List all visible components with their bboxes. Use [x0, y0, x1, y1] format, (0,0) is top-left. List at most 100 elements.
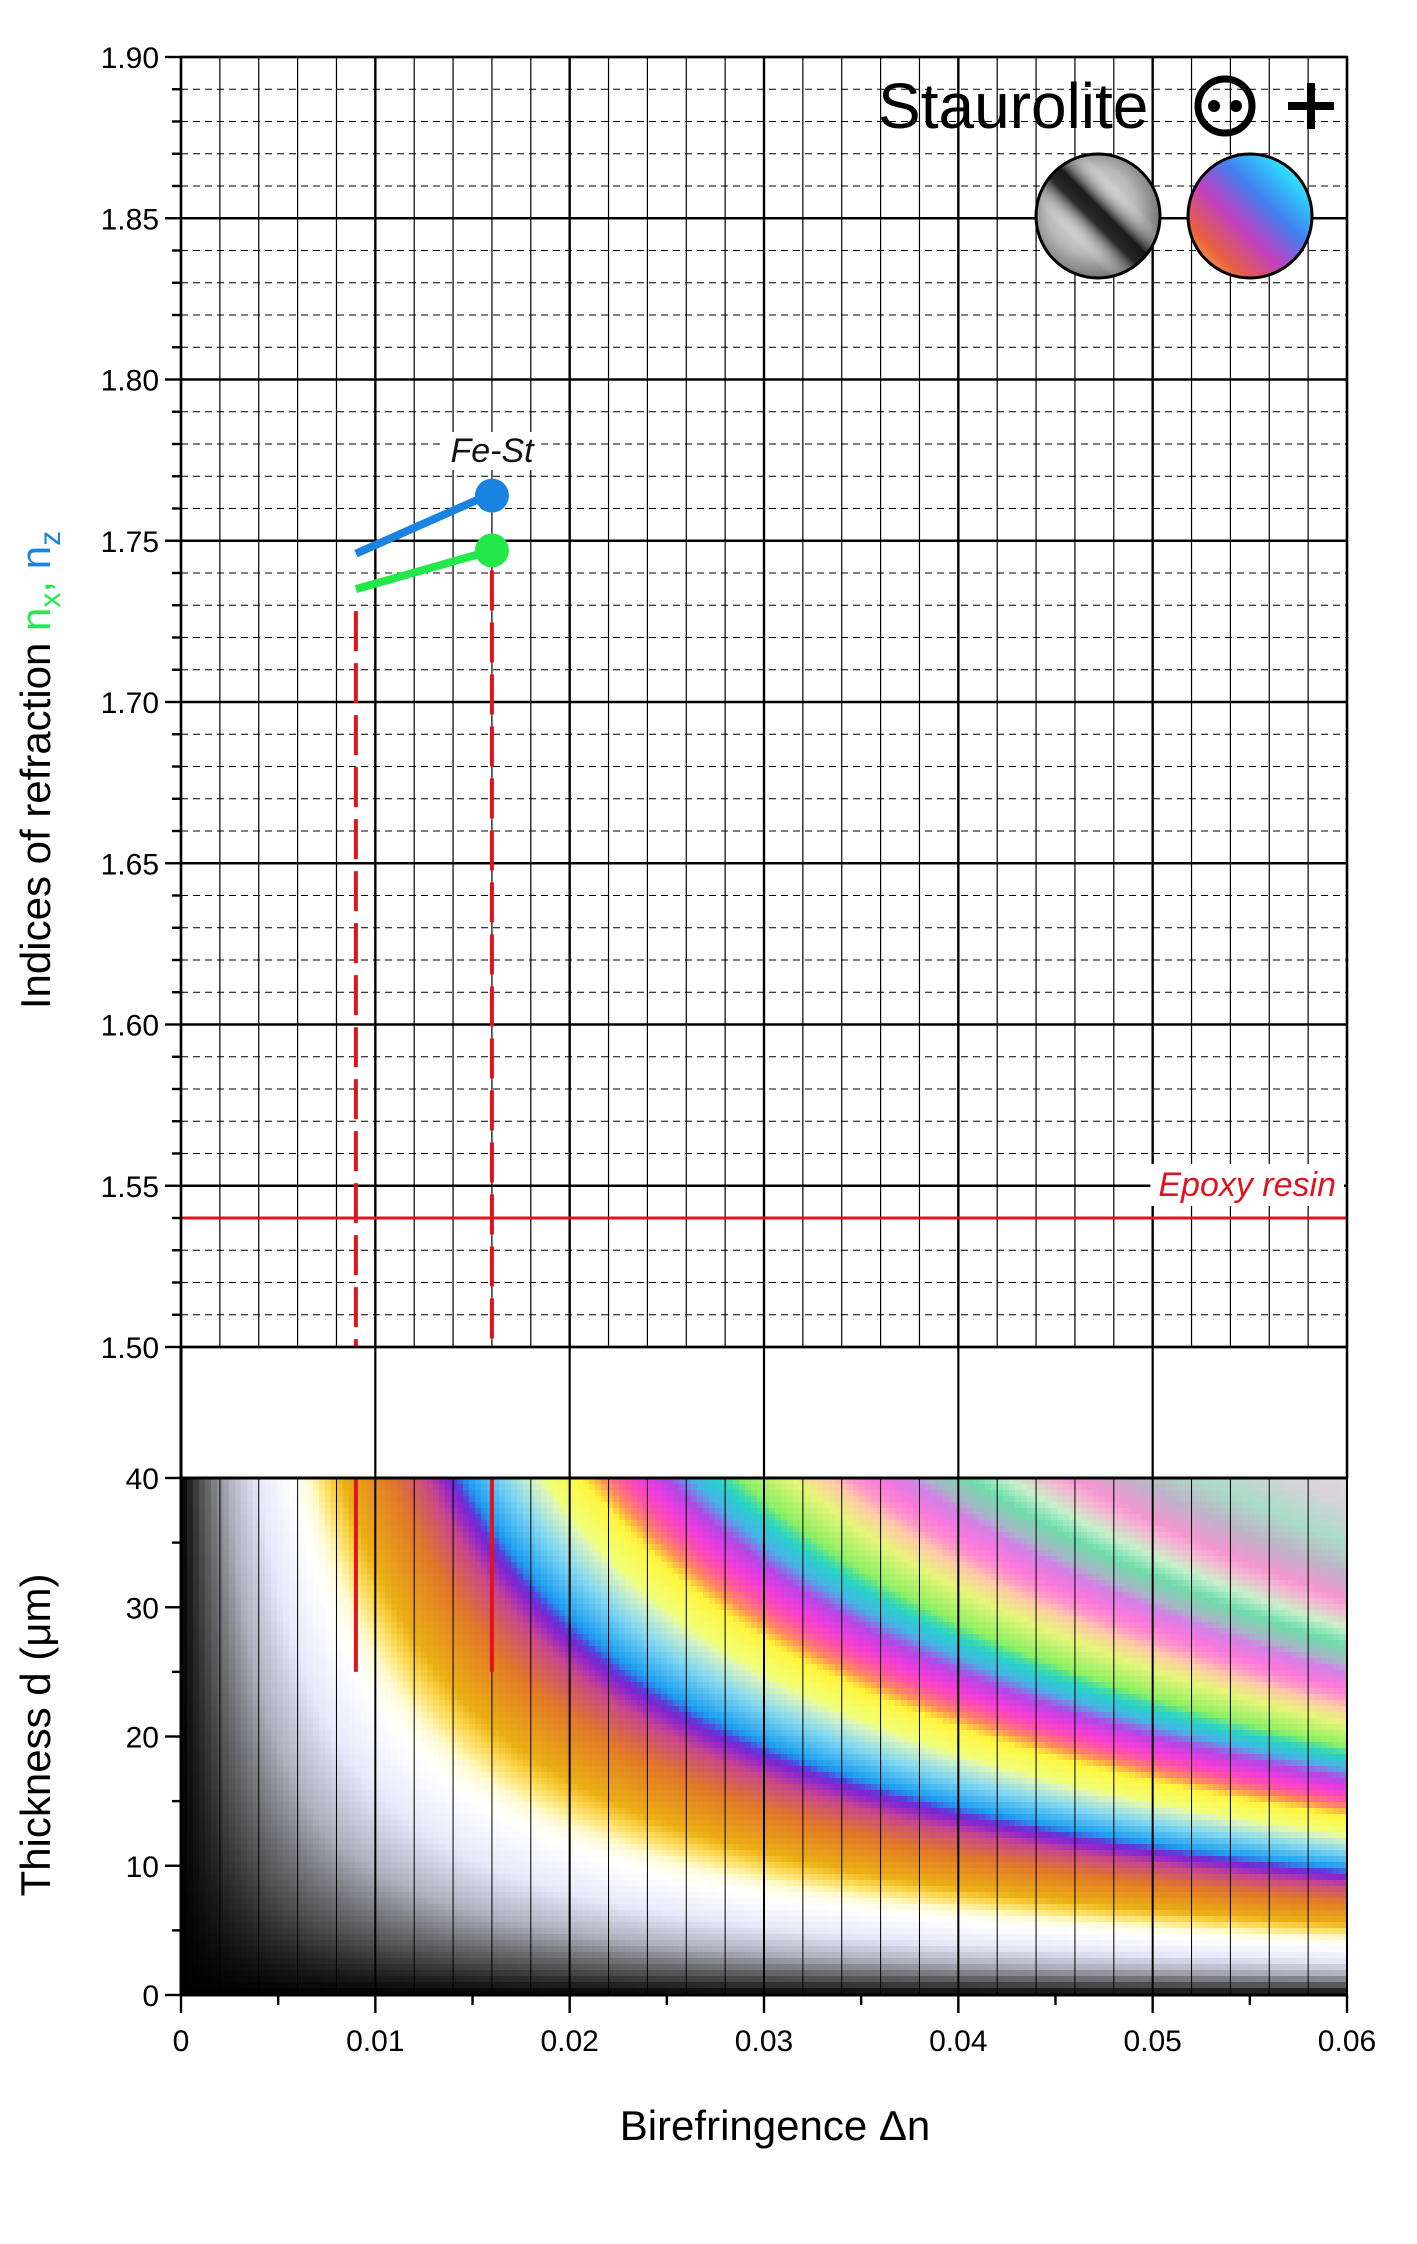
heatmap-cell — [481, 1742, 488, 1749]
heatmap-cell — [439, 1754, 446, 1761]
heatmap-cell — [289, 1838, 296, 1845]
heatmap-cell — [199, 1748, 206, 1755]
heatmap-cell — [325, 1718, 332, 1725]
heatmap-cell — [511, 1730, 518, 1737]
heatmap-cell — [475, 1520, 482, 1527]
heatmap-cell — [211, 1874, 218, 1881]
heatmap-cell — [265, 1484, 272, 1491]
heatmap-cell — [271, 1652, 278, 1659]
heatmap-cell — [397, 1922, 404, 1929]
heatmap-cell — [211, 1916, 218, 1923]
heatmap-cell — [289, 1532, 296, 1539]
heatmap-cell — [457, 1586, 464, 1593]
heatmap-cell — [289, 1922, 296, 1929]
heatmap-cell — [391, 1730, 398, 1737]
heatmap-cell — [337, 1544, 344, 1551]
heatmap-cell — [433, 1784, 440, 1791]
heatmap-cell — [289, 1796, 296, 1803]
heatmap-cell — [181, 1604, 188, 1611]
heatmap-cell — [499, 1898, 506, 1905]
heatmap-cell — [367, 1508, 374, 1515]
heatmap-cell — [481, 1760, 488, 1767]
heatmap-cell — [451, 1760, 458, 1767]
heatmap-cell — [271, 1628, 278, 1635]
heatmap-cell — [187, 1490, 194, 1497]
heatmap-cell — [259, 1574, 266, 1581]
heatmap-cell — [487, 1916, 494, 1923]
heatmap-cell — [361, 1598, 368, 1605]
heatmap-cell — [427, 1766, 434, 1773]
heatmap-cell — [265, 1952, 272, 1959]
heatmap-cell — [259, 1934, 266, 1941]
heatmap-cell — [517, 1628, 524, 1635]
heatmap-cell — [367, 1718, 374, 1725]
heatmap-cell — [295, 1556, 302, 1563]
heatmap-cell — [367, 1616, 374, 1623]
heatmap-cell — [205, 1874, 212, 1881]
heatmap-cell — [463, 1904, 470, 1911]
heatmap-cell — [493, 1952, 500, 1959]
heatmap-cell — [355, 1742, 362, 1749]
heatmap-cell — [349, 1502, 356, 1509]
heatmap-cell — [511, 1514, 518, 1521]
heatmap-cell — [427, 1916, 434, 1923]
heatmap-cell — [283, 1556, 290, 1563]
heatmap-cell — [499, 1478, 506, 1485]
heatmap-cell — [463, 1850, 470, 1857]
heatmap-cell — [271, 1598, 278, 1605]
heatmap-cell — [445, 1934, 452, 1941]
heatmap-cell — [355, 1604, 362, 1611]
heatmap-cell — [439, 1838, 446, 1845]
heatmap-cell — [319, 1976, 326, 1983]
heatmap-cell — [205, 1496, 212, 1503]
heatmap-cell — [277, 1874, 284, 1881]
heatmap-cell — [259, 1484, 266, 1491]
heatmap-cell — [229, 1652, 236, 1659]
heatmap-cell — [181, 1640, 188, 1647]
heatmap-cell — [181, 1814, 188, 1821]
heatmap-cell — [199, 1520, 206, 1527]
heatmap-cell — [505, 1880, 512, 1887]
heatmap-cell — [193, 1580, 200, 1587]
heatmap-cell — [337, 1532, 344, 1539]
heatmap-cell — [409, 1820, 416, 1827]
heatmap-cell — [409, 1682, 416, 1689]
heatmap-cell — [349, 1532, 356, 1539]
heatmap-cell — [487, 1952, 494, 1959]
heatmap-cell — [247, 1856, 254, 1863]
heatmap-cell — [265, 1550, 272, 1557]
heatmap-cell — [481, 1976, 488, 1983]
heatmap-cell — [301, 1754, 308, 1761]
heatmap-cell — [283, 1910, 290, 1917]
heatmap-cell — [415, 1730, 422, 1737]
heatmap-cell — [193, 1796, 200, 1803]
heatmap-cell — [283, 1922, 290, 1929]
heatmap-cell — [433, 1934, 440, 1941]
heatmap-cell — [511, 1622, 518, 1629]
heatmap-cell — [265, 1592, 272, 1599]
heatmap-cell — [223, 1616, 230, 1623]
heatmap-cell — [271, 1910, 278, 1917]
heatmap-cell — [211, 1712, 218, 1719]
heatmap-cell — [187, 1898, 194, 1905]
heatmap-cell — [283, 1988, 290, 1995]
heatmap-cell — [253, 1796, 260, 1803]
heatmap-cell — [433, 1772, 440, 1779]
heatmap-cell — [193, 1586, 200, 1593]
heatmap-cell — [313, 1958, 320, 1965]
heatmap-cell — [505, 1688, 512, 1695]
heatmap-cell — [511, 1760, 518, 1767]
heatmap-cell — [355, 1910, 362, 1917]
heatmap-cell — [331, 1658, 338, 1665]
heatmap-cell — [259, 1604, 266, 1611]
heatmap-cell — [439, 1496, 446, 1503]
heatmap-cell — [241, 1874, 248, 1881]
heatmap-cell — [331, 1688, 338, 1695]
heatmap-cell — [421, 1538, 428, 1545]
heatmap-cell — [379, 1952, 386, 1959]
heatmap-cell — [475, 1526, 482, 1533]
heatmap-cell — [517, 1718, 524, 1725]
heatmap-cell — [277, 1922, 284, 1929]
heatmap-cell — [481, 1772, 488, 1779]
heatmap-cell — [295, 1850, 302, 1857]
